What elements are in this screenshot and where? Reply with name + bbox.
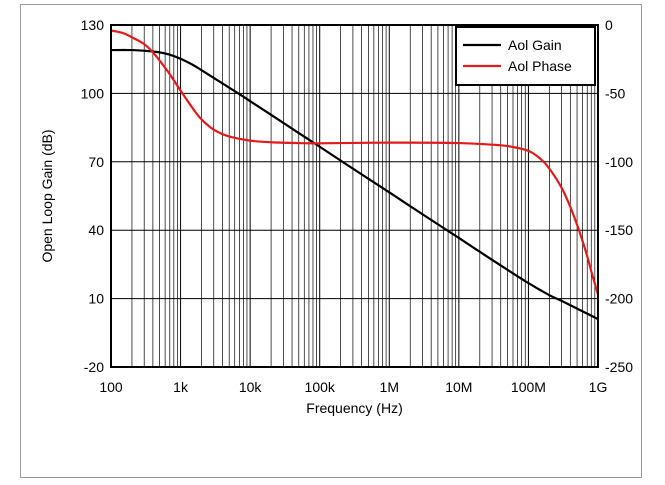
y-tick-label: 100: [81, 85, 105, 101]
y-axis-title: Open Loop Gain (dB): [39, 129, 55, 262]
legend-label-aol-phase: Aol Phase: [508, 58, 572, 74]
x-tick-label: 10M: [445, 379, 472, 395]
plot-area-border: [110, 24, 599, 368]
tick-labels: 100 1k 10k 100k 1M 10M 100M 1G -20 10 40 70 100 130 -2…: [81, 17, 634, 395]
x-tick-label: 1k: [173, 379, 189, 395]
x-tick-label: 1M: [380, 379, 399, 395]
y2-tick-label: -150: [605, 222, 633, 238]
x-tick-label: 100k: [305, 379, 336, 395]
x-tick-label: 100: [99, 379, 123, 395]
y-tick-label: -20: [84, 359, 104, 375]
y2-tick-label: -200: [605, 291, 633, 307]
y2-tick-label: 0: [605, 17, 613, 33]
x-tick-label: 1G: [589, 379, 608, 395]
series-line-aol-gain: [110, 48, 599, 321]
y-tick-label: 10: [88, 291, 104, 307]
y-tick-label: 70: [88, 154, 104, 170]
x-tick-label: 10k: [239, 379, 263, 395]
series-layer: [110, 29, 600, 321]
x-tick-label: 100M: [511, 379, 546, 395]
y2-tick-label: -100: [605, 154, 633, 170]
legend-label-aol-gain: Aol Gain: [508, 37, 562, 53]
y2-tick-label: -50: [605, 85, 625, 101]
legend-box: [455, 26, 596, 86]
legend: Aol Gain Aol Phase: [455, 26, 596, 86]
y2-tick-label: -250: [605, 359, 633, 375]
series-line-aol-phase: [110, 29, 600, 295]
x-axis-title: Frequency (Hz): [306, 400, 402, 416]
y-tick-label: 40: [88, 222, 104, 238]
y-tick-label: 130: [81, 17, 105, 33]
